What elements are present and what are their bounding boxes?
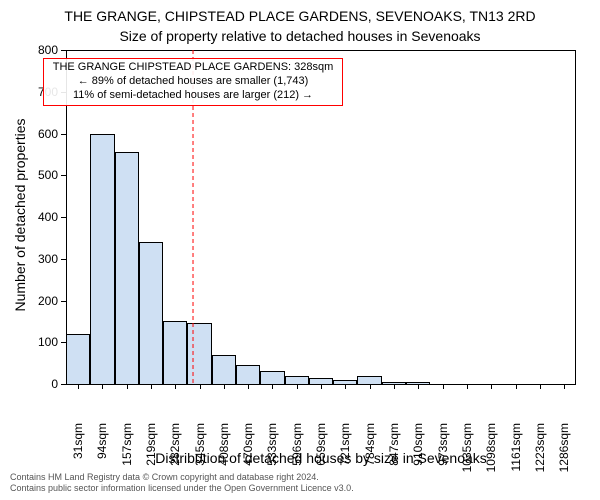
x-tick-mark: [564, 384, 565, 389]
x-tick-label: 1161sqm: [509, 423, 523, 483]
x-tick-label: 282sqm: [168, 423, 182, 483]
chart-title-line1: THE GRANGE, CHIPSTEAD PLACE GARDENS, SEV…: [0, 8, 600, 24]
x-tick-label: 973sqm: [436, 423, 450, 483]
chart-title-line2: Size of property relative to detached ho…: [0, 28, 600, 44]
annotation-line: THE GRANGE CHIPSTEAD PLACE GARDENS: 328s…: [50, 61, 336, 75]
x-tick-mark: [175, 384, 176, 389]
x-tick-label: 596sqm: [290, 423, 304, 483]
x-tick-label: 1286sqm: [557, 423, 571, 483]
x-tick-label: 94sqm: [95, 423, 109, 483]
x-tick-label: 910sqm: [411, 423, 425, 483]
x-tick-mark: [297, 384, 298, 389]
x-tick-mark: [467, 384, 468, 389]
y-tick-label: 400: [0, 210, 58, 224]
x-tick-mark: [127, 384, 128, 389]
x-tick-mark: [540, 384, 541, 389]
x-tick-mark: [321, 384, 322, 389]
x-tick-mark: [224, 384, 225, 389]
x-tick-mark: [418, 384, 419, 389]
chart-container: THE GRANGE, CHIPSTEAD PLACE GARDENS, SEV…: [0, 0, 600, 500]
x-tick-label: 157sqm: [120, 423, 134, 483]
x-tick-mark: [248, 384, 249, 389]
x-tick-mark: [443, 384, 444, 389]
x-tick-mark: [78, 384, 79, 389]
x-tick-label: 784sqm: [363, 423, 377, 483]
x-tick-label: 847sqm: [387, 423, 401, 483]
x-tick-mark: [394, 384, 395, 389]
x-tick-mark: [272, 384, 273, 389]
x-tick-label: 1035sqm: [460, 423, 474, 483]
y-tick-label: 300: [0, 252, 58, 266]
x-tick-label: 470sqm: [241, 423, 255, 483]
x-tick-label: 408sqm: [217, 423, 231, 483]
x-tick-label: 31sqm: [71, 423, 85, 483]
attribution-line2: Contains public sector information licen…: [10, 483, 354, 494]
y-tick-label: 600: [0, 127, 58, 141]
x-tick-mark: [102, 384, 103, 389]
y-tick-label: 100: [0, 335, 58, 349]
y-tick-label: 200: [0, 294, 58, 308]
x-tick-mark: [345, 384, 346, 389]
x-tick-label: 219sqm: [144, 423, 158, 483]
x-tick-label: 345sqm: [193, 423, 207, 483]
y-tick-label: 0: [0, 377, 58, 391]
x-tick-mark: [516, 384, 517, 389]
x-tick-label: 1098sqm: [484, 423, 498, 483]
annotation-line: ← 89% of detached houses are smaller (1,…: [50, 75, 336, 89]
x-tick-mark: [151, 384, 152, 389]
annotation-box: THE GRANGE CHIPSTEAD PLACE GARDENS: 328s…: [43, 58, 343, 105]
x-tick-label: 721sqm: [338, 423, 352, 483]
y-tick-label: 500: [0, 168, 58, 182]
y-tick-label: 800: [0, 43, 58, 57]
x-tick-label: 659sqm: [314, 423, 328, 483]
x-tick-label: 1223sqm: [533, 423, 547, 483]
annotation-line: 11% of semi-detached houses are larger (…: [50, 89, 336, 103]
x-tick-label: 533sqm: [265, 423, 279, 483]
x-tick-mark: [200, 384, 201, 389]
x-tick-mark: [491, 384, 492, 389]
y-tick-mark: [61, 384, 66, 385]
x-tick-mark: [370, 384, 371, 389]
